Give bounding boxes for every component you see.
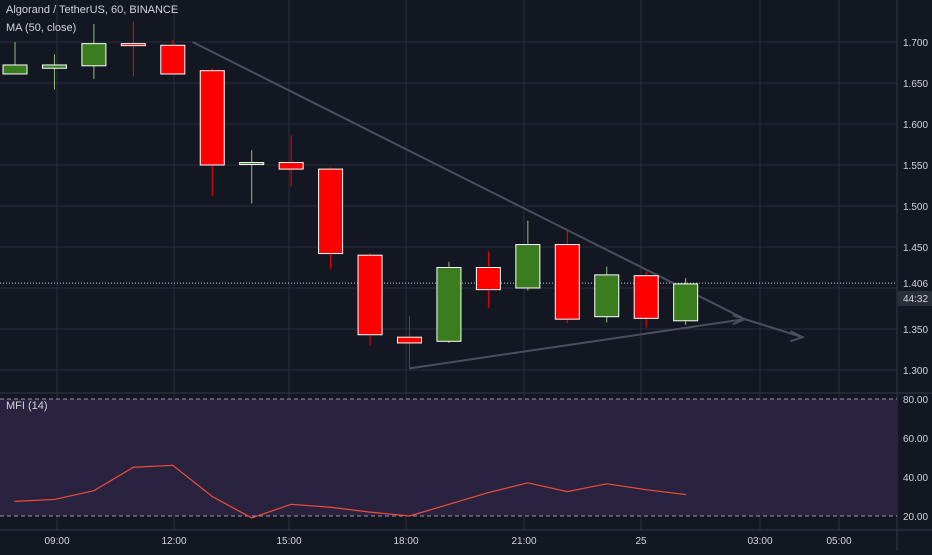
ma-indicator-label[interactable]: MA (50, close) [6, 22, 77, 34]
candle-body [41, 64, 67, 69]
candle-body [120, 43, 146, 47]
mfi-indicator-label[interactable]: MFI (14) [6, 400, 48, 412]
candle-body [357, 254, 383, 336]
time-tick-label: 03:00 [747, 536, 772, 547]
candle-body [199, 70, 225, 166]
time-tick-label: 09:00 [44, 536, 69, 547]
mfi-point [93, 490, 95, 492]
time-tick-label: 18:00 [393, 536, 418, 547]
candle[interactable] [594, 266, 620, 323]
candle[interactable] [397, 315, 422, 370]
candle[interactable] [554, 230, 580, 324]
price-tick-label: 1.550 [903, 161, 928, 172]
candle-body [2, 64, 28, 75]
candle[interactable] [199, 68, 225, 197]
candle[interactable] [2, 42, 28, 75]
symbol-title[interactable]: Algorand / TetherUS, 60, BINANCE [6, 4, 179, 16]
candle-body [594, 274, 620, 318]
mfi-point [369, 511, 371, 513]
mfi-point [645, 489, 647, 491]
candle[interactable] [515, 220, 541, 291]
candle-body [239, 162, 265, 166]
time-tick-label: 15:00 [276, 536, 301, 547]
mfi-point [685, 493, 687, 496]
mfi-tick-label: 20.00 [903, 512, 928, 523]
candle[interactable] [81, 23, 107, 79]
trendline[interactable] [409, 318, 745, 370]
time-tick-label: 12:00 [161, 536, 186, 547]
last-price-label[interactable]: 1.406 [903, 279, 928, 290]
candle[interactable] [673, 278, 699, 325]
axis-layer: 1.7001.6501.6001.5501.5001.4501.4001.350… [44, 38, 932, 547]
price-tick-label: 1.350 [903, 325, 928, 336]
candle[interactable] [278, 135, 304, 187]
time-tick-label: 21:00 [511, 536, 536, 547]
mfi-point [53, 498, 56, 501]
mfi-tick-label: 40.00 [903, 473, 928, 484]
candle-body [160, 44, 186, 75]
trend-arrow-head [732, 314, 748, 326]
candle[interactable] [160, 40, 186, 75]
candle-body [554, 244, 580, 320]
price-tick-label: 1.650 [903, 79, 928, 90]
mfi-point [408, 515, 411, 517]
time-tick-label: 25 [635, 536, 647, 547]
candle-body [673, 283, 699, 322]
candle[interactable] [41, 54, 67, 90]
mfi-point [132, 466, 134, 468]
mfi-point [14, 500, 16, 502]
candle[interactable] [436, 261, 462, 343]
candle[interactable] [357, 253, 383, 346]
mfi-point [290, 503, 292, 505]
mfi-tick-label: 60.00 [903, 434, 928, 445]
last-price-box [898, 275, 932, 292]
mfi-band-fill [0, 399, 897, 516]
trendline[interactable] [192, 41, 746, 321]
trendline-layer[interactable] [192, 41, 806, 370]
mfi-point [566, 491, 568, 493]
time-tick-label: 05:00 [826, 536, 851, 547]
price-tick-label: 1.700 [903, 38, 928, 49]
mfi-tick-label: 80.00 [903, 395, 928, 406]
candle[interactable] [633, 271, 659, 328]
trend-arrow-head [790, 330, 806, 343]
candle-body [475, 267, 501, 291]
mfi-line[interactable] [14, 464, 686, 519]
mfi-point [527, 482, 529, 484]
candle-body [318, 168, 344, 255]
mfi-point [211, 495, 213, 498]
countdown-label: 44:32 [903, 294, 928, 305]
trend-arrow-line[interactable] [744, 318, 803, 339]
candle-body [397, 336, 422, 344]
candle-body [436, 267, 462, 342]
candle[interactable] [239, 150, 265, 204]
candle[interactable] [318, 167, 344, 270]
candle-series[interactable] [2, 21, 699, 370]
mfi-series[interactable] [14, 464, 687, 519]
candle[interactable] [475, 251, 501, 308]
mfi-point [330, 506, 332, 508]
mfi-point [606, 483, 608, 485]
mfi-point [172, 464, 174, 466]
price-tick-label: 1.300 [903, 366, 928, 377]
price-tick-label: 1.600 [903, 120, 928, 131]
candle-body [515, 244, 541, 289]
price-tick-label: 1.450 [903, 243, 928, 254]
candle-body [633, 275, 659, 319]
mfi-point [487, 492, 489, 494]
candle[interactable] [120, 21, 146, 77]
mfi-band [0, 398, 897, 517]
candle-body [278, 162, 304, 170]
mfi-point [251, 517, 253, 519]
countdown-box [898, 291, 932, 307]
price-tick-label: 1.500 [903, 202, 928, 213]
candle-body [81, 43, 107, 67]
mfi-point [448, 503, 450, 505]
